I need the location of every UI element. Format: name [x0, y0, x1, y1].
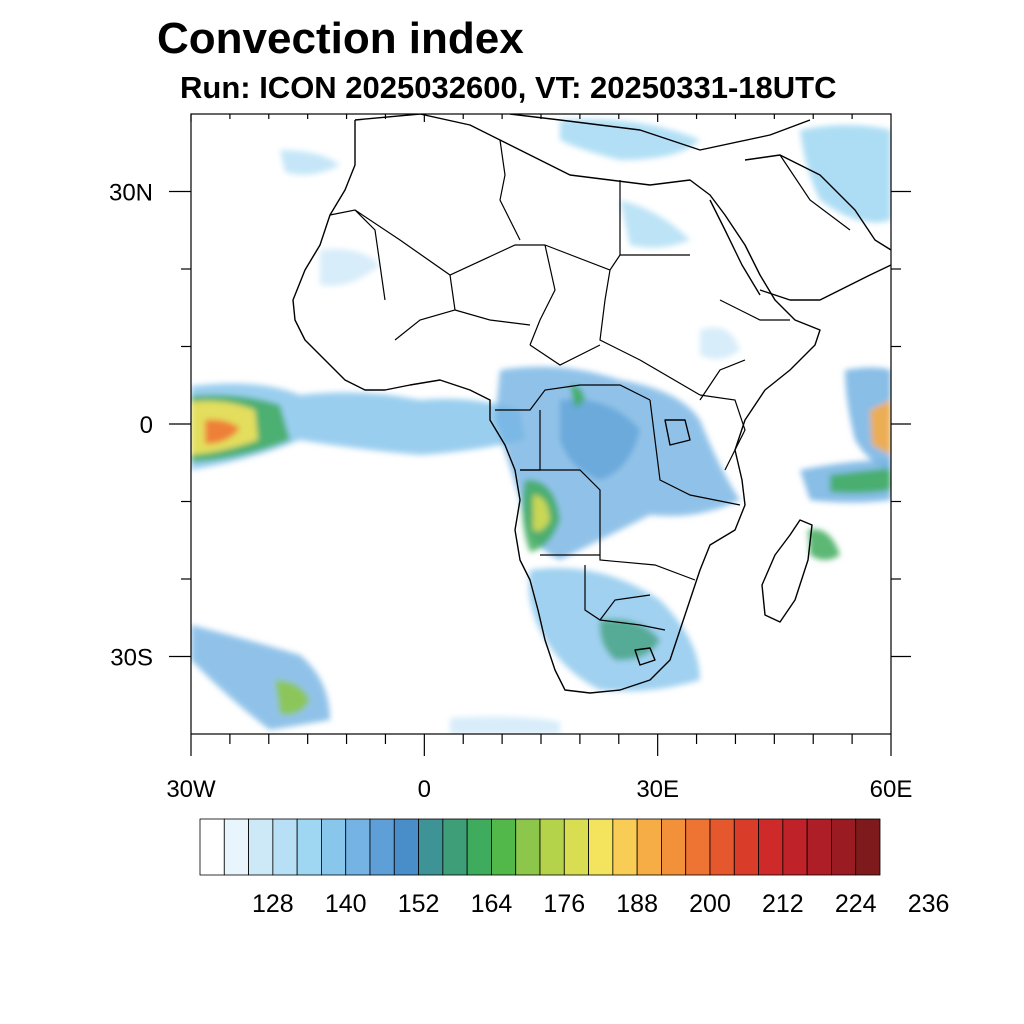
colorbar-label: 176	[543, 890, 585, 918]
colorbar-swatch	[515, 818, 541, 876]
colorbar-label: 236	[908, 890, 950, 918]
coastline-layer	[292, 114, 891, 694]
field-med	[560, 119, 700, 160]
colorbar-swatch	[685, 818, 711, 876]
colorbar-label: 164	[471, 890, 513, 918]
map-title: Convection index	[157, 14, 524, 63]
colorbar-swatch	[466, 818, 492, 876]
colorbar-swatch	[733, 818, 759, 876]
y-tick-label: 30S	[110, 645, 153, 672]
colorbar-swatch	[855, 818, 881, 876]
colorbar-swatch	[345, 818, 371, 876]
field-ethiopia	[700, 327, 740, 359]
madagascar	[761, 519, 813, 623]
colorbar-swatch	[758, 818, 784, 876]
colorbar-swatch	[199, 818, 225, 876]
field-itcz-max	[205, 419, 240, 444]
colorbar-swatch	[709, 818, 735, 876]
colorbar-swatch	[539, 818, 565, 876]
y-tick-label: 0	[140, 412, 153, 439]
field-angola-peak	[533, 495, 550, 532]
africa-coastline	[292, 114, 821, 694]
colorbar-swatch	[393, 818, 419, 876]
colorbar-swatch	[661, 818, 687, 876]
arabia-south-coast	[759, 264, 891, 301]
lake-victoria	[664, 419, 691, 446]
field-atlantic-n	[280, 150, 340, 175]
colorbar-label: 224	[835, 890, 877, 918]
axis-ticks	[169, 114, 911, 756]
med-north	[509, 114, 811, 151]
lesotho	[634, 647, 656, 666]
arabia-coastline	[744, 154, 891, 251]
colorbar-swatch	[612, 818, 638, 876]
field-io-east-peak	[870, 400, 891, 455]
field-sahara-w	[320, 249, 380, 286]
colorbar-label: 212	[762, 890, 804, 918]
colorbar-swatch	[321, 818, 347, 876]
red-sea-west	[709, 199, 761, 296]
colorbar-swatch	[248, 818, 274, 876]
colorbar-label: 188	[616, 890, 658, 918]
colorbar-labels: 128 140 152 164 176 188 200 212 224 236	[252, 890, 949, 918]
x-tick-label: 30W	[166, 776, 216, 803]
colorbar-label: 128	[252, 890, 294, 918]
colorbar-label: 152	[398, 890, 440, 918]
colorbar-swatch	[588, 818, 614, 876]
colorbar-swatch	[369, 818, 395, 876]
colorbar-swatch	[223, 818, 249, 876]
colorbar-swatch	[272, 818, 298, 876]
colorbar-label: 200	[689, 890, 731, 918]
colorbar	[199, 818, 881, 876]
field-arabia	[800, 125, 891, 223]
colorbar-swatch	[442, 818, 468, 876]
colorbar-swatch	[296, 818, 322, 876]
field-madagascar-e	[808, 529, 840, 560]
field-egypt	[620, 200, 690, 248]
x-tick-label: 30E	[636, 776, 679, 803]
field-eq-green	[570, 384, 585, 408]
convection-field	[191, 119, 891, 734]
map-subtitle: Run: ICON 2025032600, VT: 20250331-18UTC	[180, 70, 837, 105]
colorbar-swatch	[418, 818, 444, 876]
colorbar-label: 140	[325, 890, 367, 918]
colorbar-swatch	[636, 818, 662, 876]
axis-tick-labels: 30W 0 30E 60E 30S 0 30N	[109, 180, 912, 804]
colorbar-swatch	[491, 818, 517, 876]
field-south-rim	[450, 716, 560, 734]
colorbar-swatch	[563, 818, 589, 876]
field-io-core	[830, 468, 891, 494]
x-tick-label: 0	[418, 776, 431, 803]
colorbar-swatch	[782, 818, 808, 876]
field-sa-core	[599, 619, 660, 661]
borders-layer	[329, 139, 851, 631]
x-tick-label: 60E	[870, 776, 913, 803]
field-sa-tlc-core	[275, 680, 310, 715]
map-plot-area	[191, 114, 891, 734]
colorbar-swatch	[831, 818, 857, 876]
colorbar-swatch	[806, 818, 832, 876]
y-tick-label: 30N	[109, 180, 153, 207]
field-congo-core	[560, 399, 640, 480]
